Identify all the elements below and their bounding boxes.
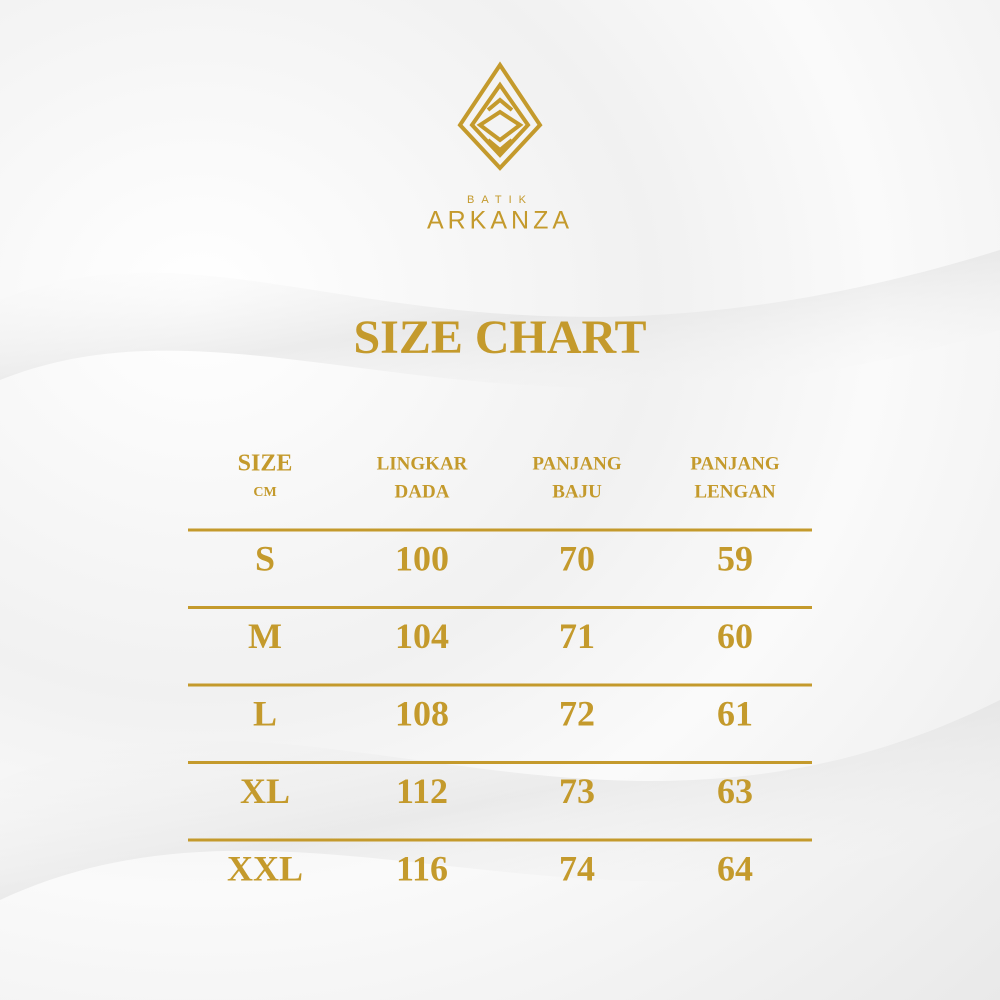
- column-header: PANJANG: [532, 453, 622, 474]
- column-header: CM: [253, 485, 276, 500]
- cell: 116: [396, 848, 448, 888]
- brand-small: BATIK: [467, 194, 533, 206]
- silk-fold: [0, 700, 1000, 900]
- cell: 108: [395, 693, 449, 733]
- silk-fold: [0, 250, 1000, 389]
- column-header: SIZE: [238, 451, 293, 477]
- cell: L: [253, 693, 277, 733]
- column-header: LENGAN: [694, 481, 776, 502]
- cell: 59: [717, 538, 753, 578]
- column-header: DADA: [395, 481, 450, 502]
- cell: 63: [717, 771, 753, 811]
- title: SIZE CHART: [353, 311, 646, 364]
- cell: 70: [559, 538, 595, 578]
- cell: 74: [559, 848, 595, 888]
- cell: 61: [717, 693, 753, 733]
- cell: 112: [396, 771, 448, 811]
- cell: 60: [717, 616, 753, 656]
- cell: 72: [559, 693, 595, 733]
- cell: S: [255, 538, 275, 578]
- cell: 64: [717, 848, 753, 888]
- cell: 71: [559, 616, 595, 656]
- cell: 100: [395, 538, 449, 578]
- cell: 104: [395, 616, 449, 656]
- column-header: BAJU: [552, 481, 602, 502]
- cell: M: [248, 616, 282, 656]
- size-table: SIZE CM LINGKAR DADA PANJANG BAJU PANJANG LENGA…: [188, 451, 812, 888]
- cell: XL: [240, 771, 290, 811]
- cell: XXL: [227, 848, 303, 888]
- logo: [457, 61, 543, 171]
- brand-name: ARKANZA: [427, 207, 573, 235]
- column-header: PANJANG: [690, 453, 780, 474]
- column-header: LINGKAR: [377, 453, 468, 474]
- cell: 73: [559, 771, 595, 811]
